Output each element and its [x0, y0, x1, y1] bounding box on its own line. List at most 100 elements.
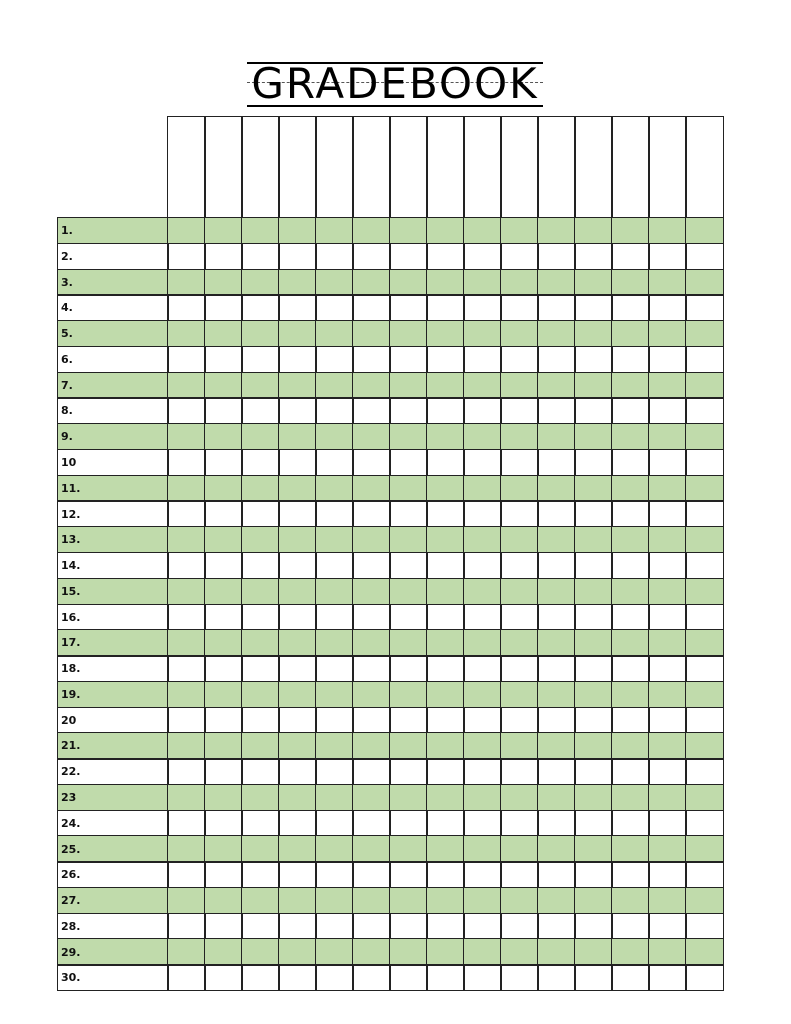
grade-cell[interactable] [389, 577, 428, 605]
grade-cell[interactable] [574, 526, 613, 554]
grade-cell[interactable] [648, 397, 687, 425]
grade-cell[interactable] [167, 886, 206, 915]
grade-cell[interactable] [463, 474, 502, 502]
grade-cell[interactable] [389, 912, 428, 940]
grade-cell[interactable] [204, 423, 243, 451]
grade-cell[interactable] [648, 474, 687, 502]
grade-cell[interactable] [537, 680, 576, 709]
grade-cell[interactable] [167, 268, 206, 296]
grade-cell[interactable] [352, 861, 391, 889]
grade-cell[interactable] [500, 783, 539, 812]
assignment-header-cell[interactable] [315, 116, 354, 219]
assignment-header-cell[interactable] [204, 116, 243, 219]
grade-cell[interactable] [426, 706, 465, 734]
grade-cell[interactable] [685, 938, 724, 966]
grade-cell[interactable] [537, 474, 576, 502]
grade-cell[interactable] [278, 603, 317, 631]
grade-cell[interactable] [167, 551, 206, 580]
grade-cell[interactable] [241, 423, 280, 451]
grade-cell[interactable] [685, 706, 724, 734]
grade-cell[interactable] [278, 217, 317, 245]
grade-cell[interactable] [315, 861, 354, 889]
grade-cell[interactable] [389, 938, 428, 966]
grade-cell[interactable] [167, 629, 206, 657]
grade-cell[interactable] [426, 500, 465, 528]
grade-cell[interactable] [241, 217, 280, 245]
grade-cell[interactable] [389, 886, 428, 915]
grade-cell[interactable] [574, 861, 613, 889]
grade-cell[interactable] [278, 268, 317, 296]
grade-cell[interactable] [389, 474, 428, 502]
grade-cell[interactable] [315, 964, 354, 992]
grade-cell[interactable] [389, 448, 428, 477]
student-name-cell[interactable]: 26. [57, 861, 169, 889]
grade-cell[interactable] [389, 345, 428, 374]
grade-cell[interactable] [685, 809, 724, 837]
grade-cell[interactable] [685, 577, 724, 605]
grade-cell[interactable] [648, 294, 687, 322]
grade-cell[interactable] [500, 371, 539, 399]
grade-cell[interactable] [352, 732, 391, 760]
grade-cell[interactable] [648, 861, 687, 889]
grade-cell[interactable] [426, 320, 465, 348]
grade-cell[interactable] [204, 526, 243, 554]
grade-cell[interactable] [537, 603, 576, 631]
grade-cell[interactable] [278, 551, 317, 580]
grade-cell[interactable] [463, 294, 502, 322]
grade-cell[interactable] [204, 294, 243, 322]
grade-cell[interactable] [426, 886, 465, 915]
grade-cell[interactable] [352, 474, 391, 502]
grade-cell[interactable] [167, 835, 206, 863]
grade-cell[interactable] [204, 217, 243, 245]
grade-cell[interactable] [574, 500, 613, 528]
grade-cell[interactable] [389, 835, 428, 863]
grade-cell[interactable] [685, 320, 724, 348]
grade-cell[interactable] [685, 912, 724, 940]
grade-cell[interactable] [278, 938, 317, 966]
grade-cell[interactable] [611, 294, 650, 322]
grade-cell[interactable] [574, 629, 613, 657]
student-name-cell[interactable]: 6. [57, 345, 169, 374]
grade-cell[interactable] [685, 603, 724, 631]
grade-cell[interactable] [537, 294, 576, 322]
grade-cell[interactable] [537, 500, 576, 528]
grade-cell[interactable] [315, 886, 354, 915]
grade-cell[interactable] [574, 706, 613, 734]
grade-cell[interactable] [278, 886, 317, 915]
grade-cell[interactable] [278, 320, 317, 348]
grade-cell[interactable] [537, 964, 576, 992]
grade-cell[interactable] [685, 448, 724, 477]
grade-cell[interactable] [352, 371, 391, 399]
grade-cell[interactable] [204, 861, 243, 889]
grade-cell[interactable] [611, 551, 650, 580]
grade-cell[interactable] [463, 706, 502, 734]
grade-cell[interactable] [500, 448, 539, 477]
grade-cell[interactable] [426, 655, 465, 683]
grade-cell[interactable] [574, 835, 613, 863]
grade-cell[interactable] [537, 732, 576, 760]
grade-cell[interactable] [574, 474, 613, 502]
grade-cell[interactable] [426, 732, 465, 760]
assignment-header-cell[interactable] [537, 116, 576, 219]
grade-cell[interactable] [648, 629, 687, 657]
grade-cell[interactable] [574, 938, 613, 966]
grade-cell[interactable] [352, 397, 391, 425]
assignment-header-cell[interactable] [500, 116, 539, 219]
grade-cell[interactable] [500, 320, 539, 348]
grade-cell[interactable] [204, 732, 243, 760]
grade-cell[interactable] [463, 603, 502, 631]
grade-cell[interactable] [204, 320, 243, 348]
grade-cell[interactable] [463, 217, 502, 245]
grade-cell[interactable] [574, 448, 613, 477]
assignment-header-cell[interactable] [167, 116, 206, 219]
grade-cell[interactable] [204, 758, 243, 786]
grade-cell[interactable] [426, 217, 465, 245]
grade-cell[interactable] [574, 783, 613, 812]
grade-cell[interactable] [537, 526, 576, 554]
grade-cell[interactable] [315, 423, 354, 451]
grade-cell[interactable] [204, 835, 243, 863]
grade-cell[interactable] [426, 526, 465, 554]
student-name-cell[interactable]: 21. [57, 732, 169, 760]
grade-cell[interactable] [278, 242, 317, 271]
student-name-cell[interactable]: 28. [57, 912, 169, 940]
